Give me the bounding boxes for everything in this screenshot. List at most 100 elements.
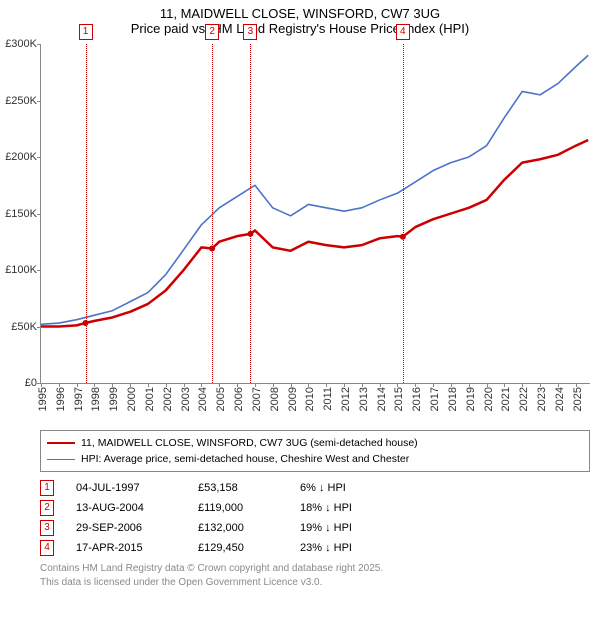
- x-axis-tick: [308, 383, 309, 387]
- x-axis-tick: [522, 383, 523, 387]
- legend: 11, MAIDWELL CLOSE, WINSFORD, CW7 3UG (s…: [40, 430, 590, 472]
- blue-series-line: [41, 55, 588, 324]
- x-axis-label: 2001: [144, 387, 156, 411]
- sale-row-badge: 1: [40, 480, 54, 496]
- y-axis-label: £100K: [5, 264, 37, 276]
- x-axis-tick: [184, 383, 185, 387]
- sale-row-date: 04-JUL-1997: [76, 478, 176, 498]
- x-axis-label: 2020: [483, 387, 495, 411]
- sale-marker-badge: 2: [205, 24, 219, 40]
- title-line1: 11, MAIDWELL CLOSE, WINSFORD, CW7 3UG: [0, 6, 600, 21]
- chart-container: 11, MAIDWELL CLOSE, WINSFORD, CW7 3UG Pr…: [0, 0, 600, 589]
- plot-region: £0£50K£100K£150K£200K£250K£300K199519961…: [40, 44, 590, 384]
- x-axis-label: 1998: [90, 387, 102, 411]
- x-axis-label: 2003: [180, 387, 192, 411]
- sale-row-diff: 18% ↓ HPI: [300, 498, 380, 518]
- x-axis-tick: [344, 383, 345, 387]
- y-axis-tick: [37, 270, 41, 271]
- x-axis-tick: [255, 383, 256, 387]
- chart-area: £0£50K£100K£150K£200K£250K£300K199519961…: [40, 44, 590, 424]
- x-axis-label: 2007: [251, 387, 263, 411]
- y-axis-tick: [37, 214, 41, 215]
- x-axis-label: 2024: [554, 387, 566, 411]
- x-axis-tick: [148, 383, 149, 387]
- sale-row-price: £119,000: [198, 498, 278, 518]
- footnote: Contains HM Land Registry data © Crown c…: [40, 562, 590, 589]
- x-axis-label: 2006: [233, 387, 245, 411]
- x-axis-tick: [201, 383, 202, 387]
- x-axis-tick: [41, 383, 42, 387]
- x-axis-tick: [576, 383, 577, 387]
- x-axis-label: 2021: [500, 387, 512, 411]
- x-axis-label: 2011: [322, 387, 334, 411]
- sale-row-diff: 6% ↓ HPI: [300, 478, 380, 498]
- x-axis-tick: [397, 383, 398, 387]
- y-axis-label: £50K: [11, 321, 37, 333]
- x-axis-tick: [433, 383, 434, 387]
- sale-marker-badge: 4: [396, 24, 410, 40]
- x-axis-tick: [504, 383, 505, 387]
- legend-label: 11, MAIDWELL CLOSE, WINSFORD, CW7 3UG (s…: [81, 435, 418, 451]
- x-axis-tick: [487, 383, 488, 387]
- legend-swatch: [47, 442, 75, 444]
- sale-row: 2 13-AUG-2004 £119,000 18% ↓ HPI: [40, 498, 590, 518]
- sale-row-price: £53,158: [198, 478, 278, 498]
- sale-row-price: £129,450: [198, 538, 278, 558]
- y-axis-tick: [37, 327, 41, 328]
- y-axis-tick: [37, 157, 41, 158]
- x-axis-tick: [451, 383, 452, 387]
- x-axis-label: 2005: [215, 387, 227, 411]
- x-axis-label: 1999: [108, 387, 120, 411]
- y-axis-label: £250K: [5, 95, 37, 107]
- x-axis-label: 2013: [358, 387, 370, 411]
- sale-row-diff: 19% ↓ HPI: [300, 518, 380, 538]
- legend-row: HPI: Average price, semi-detached house,…: [47, 451, 583, 467]
- y-axis-label: £150K: [5, 208, 37, 220]
- x-axis-label: 2002: [162, 387, 174, 411]
- sale-row-badge: 3: [40, 520, 54, 536]
- x-axis-label: 2010: [304, 387, 316, 411]
- sale-row: 4 17-APR-2015 £129,450 23% ↓ HPI: [40, 538, 590, 558]
- x-axis-tick: [59, 383, 60, 387]
- x-axis-tick: [112, 383, 113, 387]
- sale-row-badge: 2: [40, 500, 54, 516]
- x-axis-tick: [558, 383, 559, 387]
- x-axis-label: 2016: [411, 387, 423, 411]
- x-axis-label: 1997: [73, 387, 85, 411]
- sale-marker-badge: 3: [243, 24, 257, 40]
- x-axis-label: 2000: [126, 387, 138, 411]
- x-axis-tick: [273, 383, 274, 387]
- sale-marker-line: [86, 44, 87, 383]
- sale-marker-line: [250, 44, 251, 383]
- x-axis-label: 2022: [518, 387, 530, 411]
- x-axis-tick: [291, 383, 292, 387]
- x-axis-tick: [219, 383, 220, 387]
- red-series-line: [41, 140, 588, 326]
- sale-row-date: 13-AUG-2004: [76, 498, 176, 518]
- x-axis-label: 2014: [376, 387, 388, 411]
- y-axis-label: £200K: [5, 151, 37, 163]
- sale-row-date: 17-APR-2015: [76, 538, 176, 558]
- x-axis-tick: [237, 383, 238, 387]
- x-axis-tick: [540, 383, 541, 387]
- sale-marker-badge: 1: [79, 24, 93, 40]
- x-axis-label: 2009: [287, 387, 299, 411]
- legend-swatch: [47, 459, 75, 460]
- legend-row: 11, MAIDWELL CLOSE, WINSFORD, CW7 3UG (s…: [47, 435, 583, 451]
- x-axis-label: 2017: [429, 387, 441, 411]
- x-axis-label: 2015: [393, 387, 405, 411]
- x-axis-tick: [326, 383, 327, 387]
- sale-row: 1 04-JUL-1997 £53,158 6% ↓ HPI: [40, 478, 590, 498]
- x-axis-label: 2004: [197, 387, 209, 411]
- legend-label: HPI: Average price, semi-detached house,…: [81, 451, 409, 467]
- x-axis-tick: [380, 383, 381, 387]
- y-axis-label: £300K: [5, 38, 37, 50]
- sale-row-badge: 4: [40, 540, 54, 556]
- footnote-line1: Contains HM Land Registry data © Crown c…: [40, 562, 590, 576]
- x-axis-tick: [166, 383, 167, 387]
- x-axis-tick: [469, 383, 470, 387]
- y-axis-tick: [37, 44, 41, 45]
- x-axis-label: 2008: [269, 387, 281, 411]
- sale-row-diff: 23% ↓ HPI: [300, 538, 380, 558]
- sale-marker-line: [212, 44, 213, 383]
